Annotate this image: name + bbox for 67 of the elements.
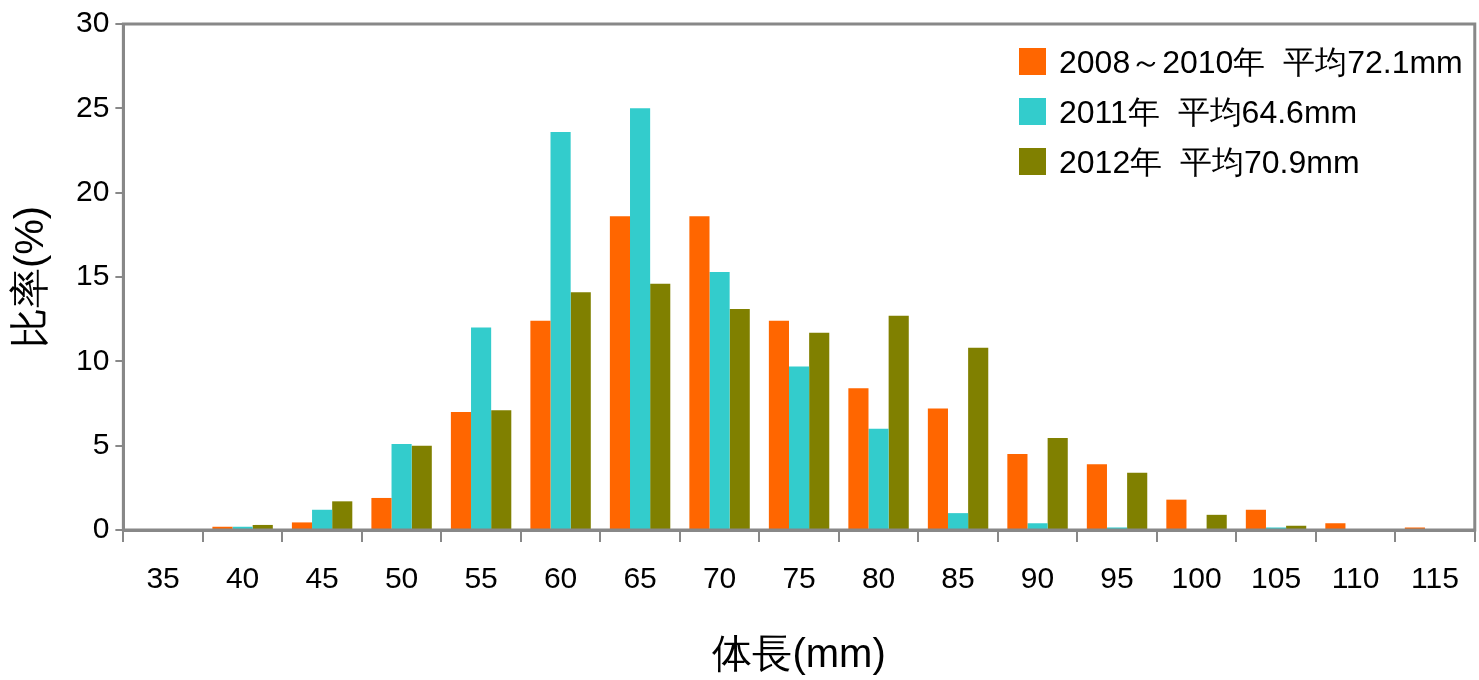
- x-tick-label: 55: [464, 561, 498, 595]
- bar: [530, 320, 551, 529]
- x-tick-label: 95: [1100, 561, 1134, 595]
- x-tick-label: 50: [384, 561, 419, 595]
- bar: [1127, 472, 1148, 529]
- x-tick-label: 40: [225, 561, 260, 595]
- x-tick-label: 60: [543, 561, 578, 595]
- x-tick-label: 90: [1020, 561, 1055, 595]
- bar: [1027, 523, 1048, 529]
- bar: [630, 108, 651, 529]
- bar: [1206, 514, 1227, 529]
- y-tick-label: 5: [92, 426, 110, 460]
- bar: [729, 309, 750, 529]
- bar: [947, 513, 969, 529]
- bar: [968, 347, 989, 529]
- bar: [848, 388, 869, 529]
- bar: [789, 366, 810, 529]
- bar: [1007, 454, 1028, 529]
- bar: [550, 131, 571, 529]
- x-tick-label: 35: [146, 561, 180, 595]
- y-tick-label: 30: [75, 5, 110, 39]
- x-tick-label: 75: [782, 561, 816, 595]
- bar: [332, 501, 353, 529]
- bar: [809, 332, 830, 529]
- x-tick-label: 85: [941, 561, 975, 595]
- bar: [411, 445, 432, 529]
- x-tick-label: 105: [1251, 561, 1302, 595]
- bar: [1047, 438, 1068, 529]
- bar: [927, 408, 948, 529]
- y-axis-title: 比率(%): [7, 205, 52, 349]
- bar: [650, 283, 671, 529]
- bar: [1166, 499, 1187, 529]
- bar: [450, 411, 472, 529]
- y-tick-label: 0: [92, 511, 110, 545]
- x-tick-label: 110: [1331, 561, 1380, 595]
- bar: [768, 320, 789, 529]
- y-tick-label: 10: [75, 342, 110, 376]
- bar: [689, 216, 710, 529]
- bar: [868, 428, 889, 529]
- x-tick-label: 45: [305, 561, 339, 595]
- bar: [391, 443, 412, 529]
- bar: [888, 315, 909, 529]
- legend-label: 2012年 平均70.9mm: [1059, 143, 1360, 180]
- x-tick-label: 100: [1171, 561, 1222, 595]
- x-tick-label: 65: [623, 561, 657, 595]
- bar: [570, 292, 591, 529]
- bar: [609, 216, 631, 529]
- bar: [709, 271, 730, 529]
- x-axis-title: 体長(mm): [712, 631, 886, 676]
- bar: [1245, 509, 1266, 529]
- x-tick-label: 80: [861, 561, 896, 595]
- bar: [371, 497, 392, 529]
- legend-label: 2011年 平均64.6mm: [1059, 93, 1358, 130]
- bar: [312, 509, 333, 529]
- bar: [1086, 464, 1107, 529]
- bar: [471, 327, 492, 529]
- bar: [1286, 525, 1307, 529]
- y-tick-label: 15: [75, 258, 110, 292]
- x-tick-label: 70: [702, 561, 737, 595]
- y-tick-label: 20: [75, 173, 110, 207]
- y-tick-label: 25: [75, 89, 110, 123]
- legend-label: 2008～2010年 平均72.1mm: [1059, 43, 1463, 80]
- x-tick-label: 115: [1411, 561, 1459, 595]
- bar: [1325, 523, 1346, 529]
- bar: [291, 522, 313, 529]
- bar: [491, 410, 512, 529]
- bar: [252, 524, 273, 529]
